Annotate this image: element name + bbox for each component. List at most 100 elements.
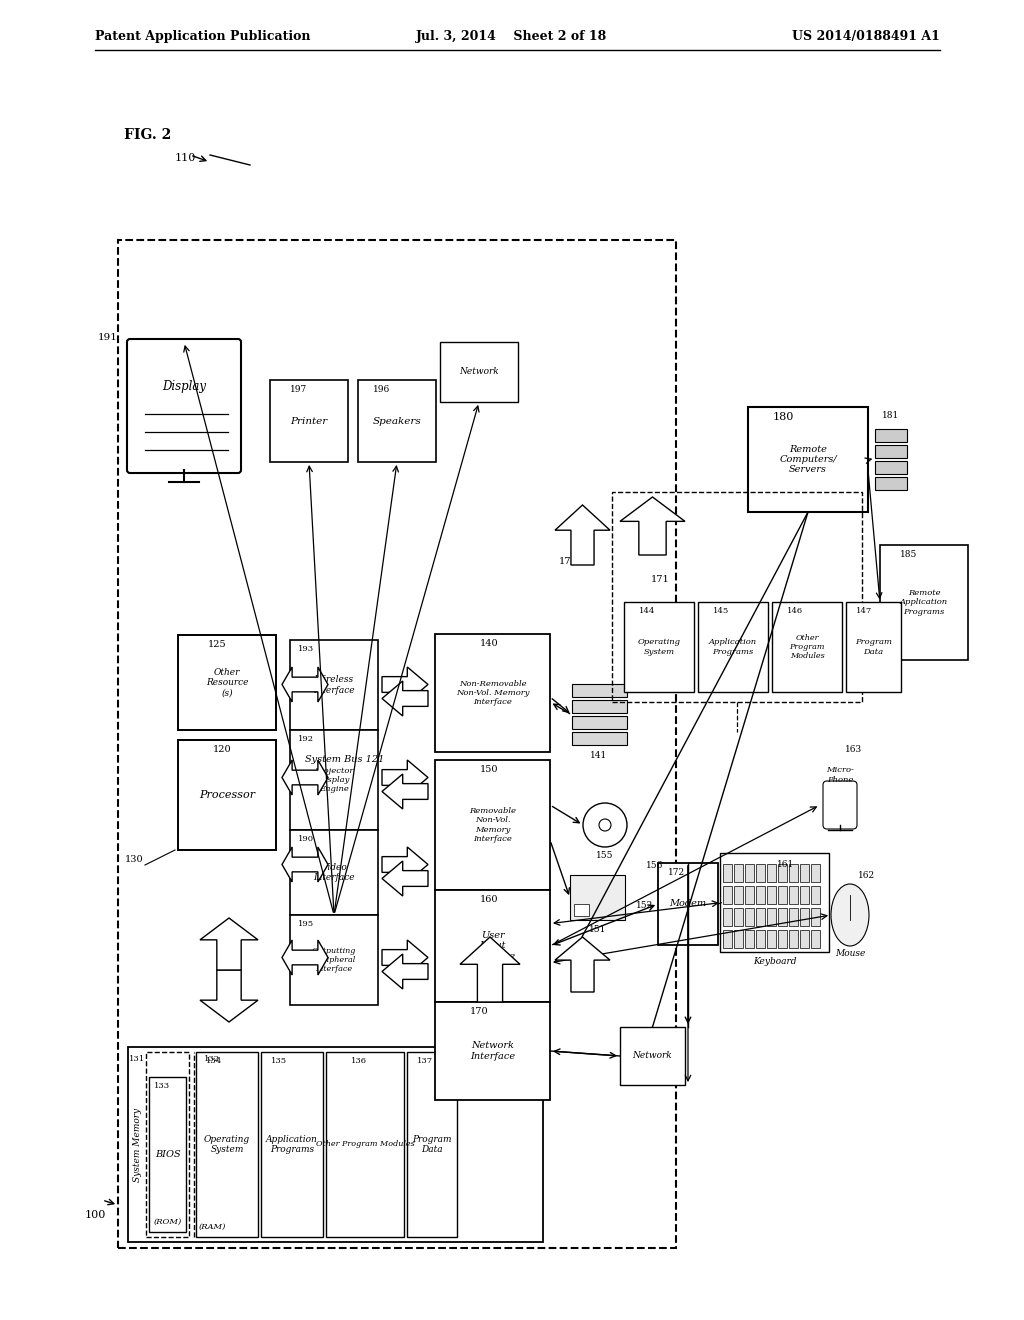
Text: Operating
System: Operating System — [638, 639, 681, 656]
Text: 146: 146 — [787, 607, 803, 615]
Text: 193: 193 — [298, 645, 314, 653]
Bar — [178, 635, 276, 730]
Bar — [435, 634, 550, 752]
Bar — [800, 931, 809, 948]
Bar — [778, 908, 787, 927]
Text: 141: 141 — [591, 751, 607, 759]
Bar — [811, 886, 820, 904]
Polygon shape — [200, 917, 258, 970]
Text: Modem: Modem — [670, 899, 707, 908]
Text: 197: 197 — [290, 385, 307, 393]
Bar — [698, 602, 768, 692]
Bar — [756, 865, 765, 882]
Bar — [270, 380, 348, 462]
Bar — [748, 407, 868, 512]
Bar — [196, 1052, 258, 1237]
Bar — [745, 908, 754, 927]
Text: (ROM): (ROM) — [154, 1218, 181, 1226]
Text: 152: 152 — [636, 900, 653, 909]
Bar — [570, 875, 625, 920]
Text: 132: 132 — [204, 1055, 220, 1063]
Text: Keyboard: Keyboard — [753, 957, 797, 966]
Text: 192: 192 — [298, 735, 314, 743]
Text: System Memory: System Memory — [132, 1107, 141, 1181]
Text: Application
Programs: Application Programs — [709, 639, 757, 656]
Bar — [723, 931, 732, 948]
Bar — [734, 931, 743, 948]
Text: 180: 180 — [773, 412, 795, 422]
Text: 147: 147 — [856, 607, 872, 615]
Text: Non-Removable
Non-Vol. Memory
Interface: Non-Removable Non-Vol. Memory Interface — [456, 680, 529, 706]
Text: (RAM): (RAM) — [199, 1224, 226, 1232]
Bar — [800, 865, 809, 882]
Bar — [723, 886, 732, 904]
Bar — [874, 445, 907, 458]
Text: 140: 140 — [480, 639, 499, 648]
Polygon shape — [282, 847, 328, 882]
Text: Micro-
Phone: Micro- Phone — [826, 767, 854, 784]
Text: 190: 190 — [298, 836, 314, 843]
Text: Other
Program
Modules: Other Program Modules — [790, 634, 824, 660]
Polygon shape — [382, 774, 428, 809]
Text: Patent Application Publication: Patent Application Publication — [95, 30, 310, 44]
Text: 125: 125 — [208, 640, 226, 649]
Text: Remote
Application
Programs: Remote Application Programs — [900, 589, 948, 615]
Bar — [146, 1052, 189, 1237]
Bar — [572, 700, 627, 713]
Text: 170: 170 — [470, 1007, 488, 1016]
Text: 196: 196 — [373, 385, 390, 393]
Text: 130: 130 — [125, 855, 143, 865]
Bar — [767, 931, 776, 948]
Bar — [734, 886, 743, 904]
Text: Operating
System: Operating System — [204, 1135, 250, 1154]
Polygon shape — [382, 861, 428, 896]
Polygon shape — [382, 760, 428, 795]
Text: 144: 144 — [639, 607, 655, 615]
Bar — [846, 602, 901, 692]
Text: 156: 156 — [646, 861, 664, 870]
Text: 191: 191 — [98, 333, 118, 342]
Text: Video
Interface: Video Interface — [313, 863, 354, 882]
Text: Program
Data: Program Data — [855, 639, 892, 656]
Text: Projector
Display
Engine: Projector Display Engine — [314, 767, 353, 793]
Bar — [290, 640, 378, 730]
Bar — [756, 886, 765, 904]
Polygon shape — [382, 954, 428, 989]
Text: BIOS: BIOS — [155, 1150, 180, 1159]
Bar — [720, 853, 829, 952]
Polygon shape — [382, 681, 428, 715]
Polygon shape — [282, 940, 328, 975]
Bar — [874, 461, 907, 474]
Bar — [880, 545, 968, 660]
Text: Program
Data: Program Data — [413, 1135, 452, 1154]
Text: Outputting
Peripheral
Interface: Outputting Peripheral Interface — [312, 946, 356, 973]
Bar — [358, 380, 436, 462]
Bar — [612, 492, 862, 702]
Polygon shape — [382, 667, 428, 702]
Bar — [572, 733, 627, 744]
Bar — [572, 715, 627, 729]
Polygon shape — [282, 667, 328, 702]
Bar — [407, 1052, 457, 1237]
Text: 160: 160 — [480, 895, 499, 904]
Bar — [790, 931, 798, 948]
Bar — [624, 602, 694, 692]
Bar — [874, 477, 907, 490]
Bar — [790, 908, 798, 927]
Bar — [150, 1077, 186, 1232]
Bar — [620, 1027, 685, 1085]
Bar — [734, 865, 743, 882]
Text: 137: 137 — [417, 1057, 433, 1065]
Text: Processor: Processor — [199, 789, 255, 800]
Bar — [800, 886, 809, 904]
Text: 110: 110 — [174, 153, 196, 162]
Bar — [790, 865, 798, 882]
Bar — [435, 760, 550, 890]
Bar — [723, 865, 732, 882]
Text: Network: Network — [459, 367, 499, 376]
Bar — [767, 908, 776, 927]
Text: Remote
Computers/
Servers: Remote Computers/ Servers — [779, 445, 837, 474]
Bar — [778, 865, 787, 882]
Text: 171: 171 — [650, 576, 670, 585]
Text: Mouse: Mouse — [835, 949, 865, 957]
